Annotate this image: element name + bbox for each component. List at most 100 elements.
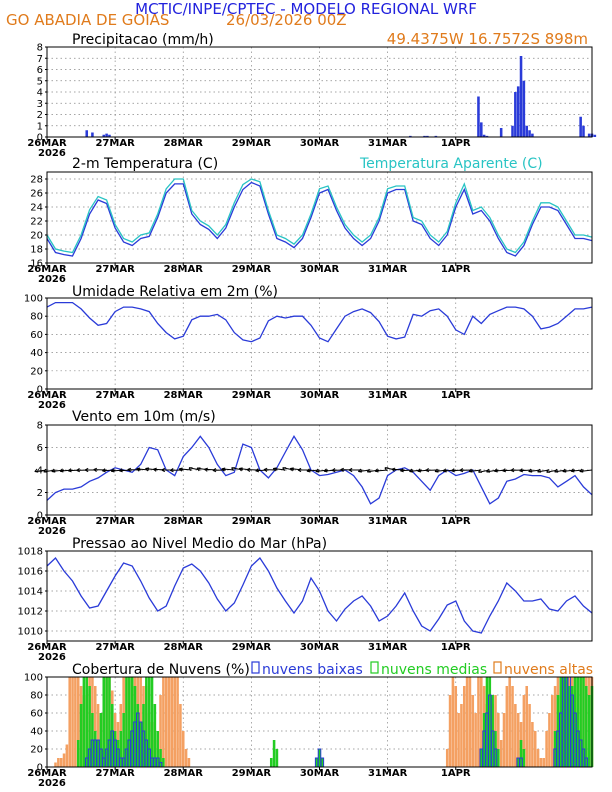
precip-ytick-label: 5 [37,76,43,87]
wind-vector-head [391,467,396,472]
wind-vector-head [188,467,193,471]
pres-ytick-label: 1012 [18,607,43,618]
nuvens-medias-bar [108,677,111,767]
nuvens-medias-bar [585,686,588,767]
precipitation-bar [499,128,503,137]
wind-vector [391,468,405,471]
pres-xtick-label: 29MAR [232,642,272,653]
precipitation-bar [85,130,89,137]
nuvens-medias-bar [111,704,114,767]
wind-vector-head [502,468,507,473]
precipitation-bar [511,125,514,137]
rh-ytick-label: 60 [30,330,43,341]
precipitation-bar [525,125,528,137]
precipitation-bar [409,135,412,137]
pres-xtick-label: 26MAR [27,642,67,653]
nuvens-altas-bar [514,704,517,767]
wind-vector-head [579,468,584,473]
wind-vector-head [153,467,157,472]
nuvens-altas-bar [536,749,540,767]
precipitation-bar [528,130,531,137]
high-clouds-legend-swatch [493,661,502,674]
rh-ytick-label: 40 [30,348,43,359]
clouds-xtick-label: 28MAR [164,768,204,779]
nuvens-medias-bar [272,740,276,767]
precip-xtick-label: 1APR [441,138,471,149]
temp-year-label: 2026 [38,274,66,285]
nuvens-medias-bar [150,677,154,767]
wind-vector-head [127,467,132,472]
wind-vector-head [315,468,320,473]
precipitation-bar [587,133,591,137]
nuvens-medias-bar [119,731,123,767]
wind-vector-head [434,468,439,473]
nuvens-altas-bar [508,677,511,767]
umidade-relativa-em-2m--line [46,301,593,343]
nuvens-altas-bar [445,749,449,767]
temp-xtick-label: 1APR [441,264,471,275]
nuvens-medias-bar [318,749,321,767]
wind-vector-head [510,468,515,473]
nuvens-medias-bar [562,677,565,767]
wind-vector-head [136,467,141,472]
wind-vector-head [519,468,524,473]
temp-frame [46,171,593,264]
wind-vector-head [358,468,362,473]
nuvens-altas-bar [468,677,472,767]
precip-ytick-label: 2 [37,110,43,121]
nuvens-medias-bar [159,749,162,767]
coords-label: 49.4375W 16.7572S 898m [387,30,588,48]
wind-vector-head [67,468,72,473]
precip-frame [46,46,593,138]
rh-ytick-label: 20 [30,366,43,377]
wind-xtick-label: 31MAR [368,516,408,527]
wind-vector-head [34,468,39,473]
wind-vector [562,469,576,473]
nuvens-altas-bar [505,686,509,767]
nuvens-medias-bar [139,722,142,767]
wind-vector-head [374,468,379,473]
nuvens-altas-bar [54,762,57,767]
nuvens-altas-bar [465,677,469,767]
pressure-title: Pressao ao Nivel Medio do Mar (hPa) [72,536,327,552]
nuvens-medias-bar [136,704,140,767]
nuvens-medias-bar [96,740,100,767]
precipitation-bar [102,134,106,137]
nuvens-medias-bar [315,758,318,767]
pressao-ao-nivel-medio-do-mar-hpa--line [46,556,593,634]
precipitation-bar [582,125,585,137]
nuvens-medias-bar [162,758,165,767]
humidity-title: Umidade Relativa em 2m (%) [72,284,278,300]
wind-vector-head [272,467,277,472]
clouds-xtick-label: 30MAR [300,768,340,779]
nuvens-altas-bar [474,713,477,767]
wind-vector [579,469,593,473]
precip-ytick-label: 4 [37,88,43,99]
wind-vector-head [59,468,64,473]
precipitation-bar [108,134,111,137]
nuvens-medias-bar [85,677,89,767]
wind-vector [51,469,65,473]
nuvens-altas-bar [477,677,480,767]
wind-vector-head [468,468,473,473]
nuvens-altas-bar [545,731,548,767]
rh-xtick-label: 31MAR [368,390,408,401]
nuvens-altas-bar [173,677,177,767]
wind-vector-head [451,468,455,473]
wind-vector-head [478,469,483,473]
clouds-ytick-label: 80 [30,691,43,702]
nuvens-medias-bar [156,731,159,767]
pres-frame [46,550,593,642]
apparent-temperature-legend: Temperatura Aparente (C) [359,156,543,172]
precip-xtick-label: 27MAR [95,138,135,149]
nuvens-altas-bar [71,677,74,767]
temp-ytick-label: 24 [30,203,43,214]
nuvens-medias-bar [576,677,580,767]
nuvens-altas-bar [164,677,168,767]
wind-vector-head [76,468,81,473]
nuvens-medias-bar [93,731,97,767]
wind-vector-head [417,468,422,473]
pres-year-label: 2026 [38,652,66,663]
